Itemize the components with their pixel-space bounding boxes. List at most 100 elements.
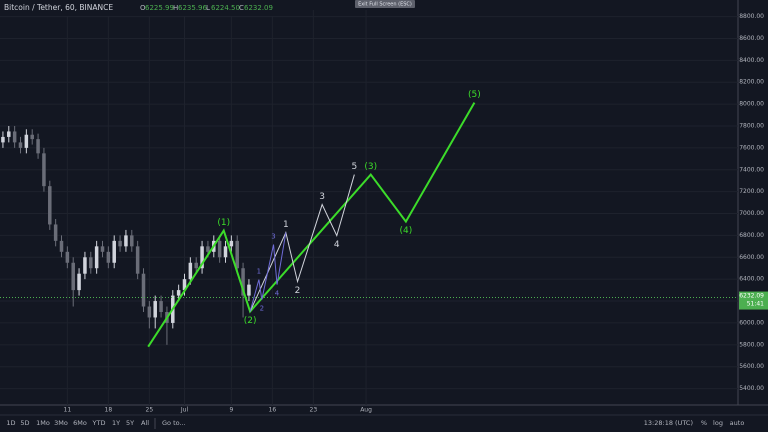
candle-body: [59, 240, 64, 252]
y-tick-label: 8600.00: [739, 35, 764, 42]
exit-button[interactable]: [355, 0, 415, 8]
wave-label: 4: [275, 290, 280, 298]
candle-body: [176, 290, 181, 296]
x-tick-label: 16: [269, 407, 277, 414]
candle-body: [153, 301, 157, 318]
range-button[interactable]: YTD: [92, 419, 106, 427]
candle-body: [247, 284, 251, 296]
range-button[interactable]: All: [141, 419, 149, 427]
exit-button-label[interactable]: Exit Full Screen (ESC): [358, 2, 412, 8]
candle-body: [124, 235, 128, 247]
range-button[interactable]: 5D: [20, 419, 29, 427]
y-tick-label: 7000.00: [739, 210, 764, 217]
x-tick-label: 9: [229, 407, 233, 414]
candle-body: [223, 246, 228, 258]
header-bg: [0, 0, 300, 16]
candle-body: [18, 142, 23, 148]
candle-body: [194, 262, 198, 269]
candle-body: [30, 134, 34, 140]
candle-body: [200, 246, 204, 269]
candle-body: [118, 240, 122, 247]
wave-label: (4): [400, 226, 413, 236]
wave-label: 3: [271, 233, 275, 241]
last-price-label: 6232.09: [739, 293, 764, 300]
candle-body: [159, 301, 163, 312]
range-button[interactable]: 5Y: [126, 419, 134, 427]
ohlc: O 6225.99 H 6235.96 L 6224.50 C 6232.09: [140, 4, 273, 12]
ohlc-key: L: [206, 4, 210, 12]
candle-body: [1, 136, 5, 143]
range-button[interactable]: 1Y: [112, 419, 120, 427]
candle-body: [241, 268, 245, 296]
candle-body: [147, 306, 152, 318]
clock: 13:28:18 (UTC): [644, 419, 693, 427]
x-tick-label: 11: [64, 407, 72, 414]
wave-label: (2): [244, 316, 257, 326]
x-tick-label: 25: [146, 407, 154, 414]
wave-label: (5): [468, 90, 481, 100]
candle-body: [130, 235, 134, 247]
ohlc-key: C: [239, 4, 244, 12]
scale-option[interactable]: %: [701, 419, 707, 427]
ohlc-value: 6225.99: [145, 4, 174, 12]
ohlc-value: 6235.96: [178, 4, 207, 12]
wave-line: [249, 232, 287, 312]
x-tick-label: Jul: [180, 407, 189, 414]
ohlc-key: O: [140, 4, 146, 12]
toolbar: 1D 5D 1Mo 3Mo 6Mo YTD 1Y 5Y All Go to... 13:28:18 …: [6, 418, 744, 429]
x-tick-label: 23: [310, 407, 318, 414]
y-tick-label: 8800.00: [739, 13, 764, 20]
y-tick-label: 6000.00: [739, 319, 764, 326]
scale-option[interactable]: log: [713, 419, 723, 427]
x-tick-label: 18: [105, 407, 113, 414]
y-tick-label: 8400.00: [739, 57, 764, 64]
wave-line: [147, 102, 476, 348]
range-button[interactable]: 6Mo: [73, 419, 87, 427]
wave-line: [249, 174, 355, 312]
y-tick-label: 8200.00: [739, 79, 764, 86]
last-price-badge: [739, 291, 768, 310]
candle-body: [53, 224, 58, 241]
wave-label: (3): [364, 162, 377, 172]
candle-body: [235, 240, 239, 269]
y-tick-label: 7800.00: [739, 122, 764, 129]
candle-body: [65, 251, 70, 263]
candle-body: [24, 134, 29, 148]
y-tick-label: 6600.00: [739, 254, 764, 261]
candle-body: [36, 139, 40, 154]
candle-body: [94, 246, 99, 269]
range-button[interactable]: 3Mo: [54, 419, 68, 427]
candle-body: [106, 251, 111, 263]
candle-body: [135, 246, 140, 274]
range-button[interactable]: 1Mo: [36, 419, 50, 427]
ohlc-key: H: [173, 4, 178, 12]
scale-option[interactable]: auto: [730, 419, 745, 427]
wave-label: 3: [319, 192, 325, 202]
symbol: Bitcoin / Tether, 60, BINANCE: [4, 3, 113, 12]
candle-body: [71, 262, 75, 291]
candle-body: [217, 240, 222, 258]
y-tick-label: 6800.00: [739, 232, 764, 239]
candle-body: [100, 246, 105, 252]
y-tick-label: 7600.00: [739, 144, 764, 151]
y-tick-label: 7200.00: [739, 188, 764, 195]
y-tick-label: 5600.00: [739, 363, 764, 370]
candle-body: [83, 257, 87, 274]
wave-label: 1: [283, 220, 289, 230]
candle-body: [48, 186, 52, 225]
candle-body: [77, 273, 81, 291]
candle-body: [188, 262, 193, 280]
plot: (1) (2) (3) (4) (5) 1 2 3 4 5 1 2 3 4: [0, 10, 738, 405]
ohlc-value: 6224.50: [211, 4, 240, 12]
wave-label: 4: [334, 240, 340, 250]
y-tick-label: 7400.00: [739, 166, 764, 173]
wave-label: 5: [351, 162, 357, 172]
candle-body: [112, 240, 116, 263]
goto-button[interactable]: Go to...: [162, 419, 186, 427]
range-button[interactable]: 1D: [6, 419, 15, 427]
wave-label: 1: [257, 268, 261, 276]
candle-body: [141, 273, 146, 307]
